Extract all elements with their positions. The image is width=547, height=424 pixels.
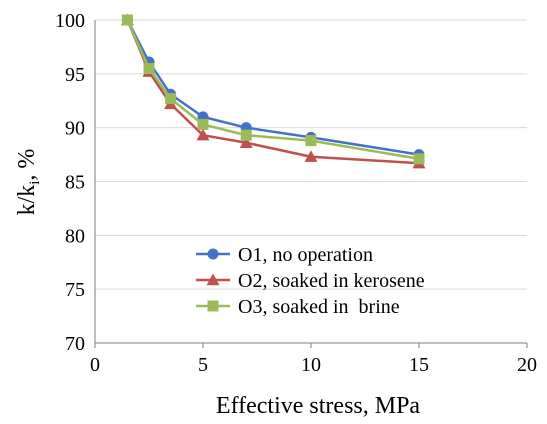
- data-point-s2-5: [239, 136, 253, 148]
- legend: O1, no operation O2, soaked in kerosene O3…: [196, 244, 425, 318]
- data-point-s3-6: [305, 135, 317, 147]
- x-tick-label-5: 5: [198, 354, 208, 376]
- data-point-s3-5: [240, 129, 252, 141]
- x-tick-label-0: 0: [90, 354, 100, 376]
- data-point-s3-1: [121, 14, 133, 26]
- data-point-s3-4: [197, 118, 209, 130]
- y-tick-labels: 70 75 80 85 90 95 100: [55, 10, 85, 355]
- series-line-1: [126, 19, 420, 156]
- y-tick-label-70: 70: [65, 333, 85, 355]
- legend-item-1: O1, no operation: [196, 244, 373, 266]
- y-tick-label-95: 95: [65, 64, 85, 86]
- data-point-s3-3: [165, 93, 177, 105]
- legend-swatch-marker-3: [207, 300, 219, 312]
- y-axis-title-sub: i: [27, 181, 43, 185]
- y-tick-label-80: 80: [65, 225, 85, 247]
- y-axis-title-unit: , %: [14, 149, 40, 181]
- legend-label-1: O1, no operation: [238, 244, 373, 266]
- legend-item-2: O2, soaked in kerosene: [196, 270, 425, 292]
- legend-item-3: O3, soaked in brine: [196, 296, 400, 318]
- legend-swatch-marker-1: [207, 248, 219, 260]
- legend-swatch-marker-2: [206, 273, 220, 286]
- x-tick-label-20: 20: [517, 354, 537, 376]
- legend-label-3: O3, soaked in brine: [238, 296, 400, 318]
- data-point-s3-7: [413, 153, 425, 165]
- y-axis-title-main: k/k: [14, 185, 40, 216]
- data-point-s2-4: [196, 128, 210, 141]
- x-tick-labels: 0 5 10 15 20: [90, 354, 537, 376]
- axes: [94, 20, 528, 348]
- legend-label-2: O2, soaked in kerosene: [238, 270, 425, 292]
- y-tick-label-85: 85: [65, 172, 85, 194]
- data-point-s2-6: [304, 150, 318, 162]
- x-tick-label-10: 10: [301, 354, 321, 376]
- y-tick-label-100: 100: [55, 10, 85, 32]
- y-tick-label-75: 75: [65, 279, 85, 301]
- x-axis-title: Effective stress, MPa: [216, 393, 421, 419]
- grid-lines: [95, 19, 527, 290]
- series-3: [121, 14, 425, 165]
- x-tick-label-15: 15: [409, 354, 429, 376]
- y-axis-title: k/ki, %: [14, 149, 43, 216]
- y-tick-label-90: 90: [65, 118, 85, 140]
- data-point-s3-2: [143, 62, 155, 74]
- series-group: [120, 13, 426, 169]
